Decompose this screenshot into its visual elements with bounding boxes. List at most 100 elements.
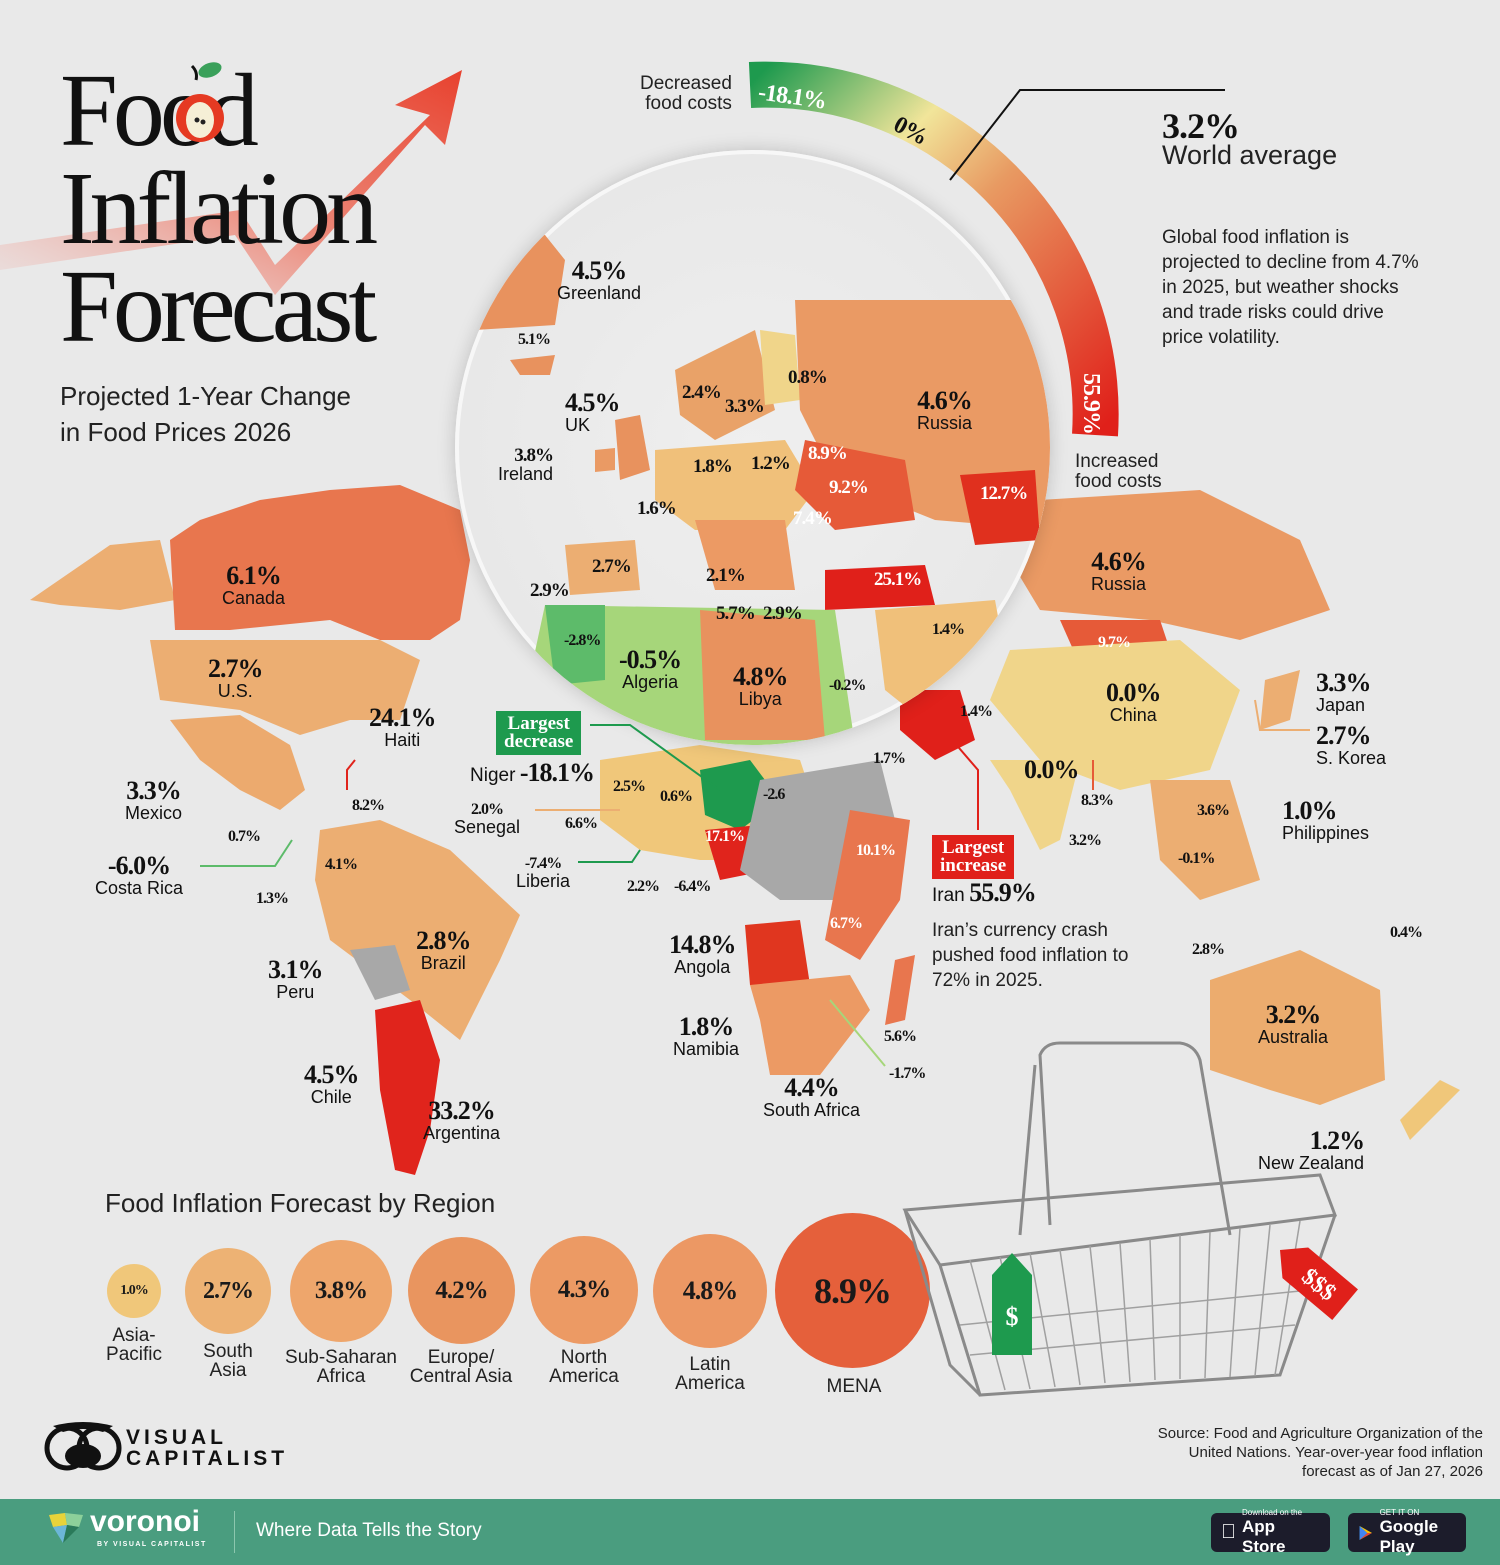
bubble-value: 8.9% [814,1270,892,1311]
color-scale-arc [748,61,1119,437]
decreased-label: Decreased food costs [640,74,732,114]
label-malta: 2.9% [763,603,803,624]
iran-shape [900,690,975,760]
google-play-button[interactable]: GET IT ON Google Play [1348,1508,1466,1556]
southern-africa-shape [750,975,870,1075]
bubble-label-south-asia: South Asia [188,1342,268,1380]
shopping-basket-icon: $ $$$ [902,1041,1358,1397]
uk-shape [615,415,650,480]
bubble-value: 4.3% [557,1276,611,1303]
world-average-leader-line [949,89,1225,181]
india-shape [990,760,1080,850]
world-average-value: 3.2% [1162,106,1240,146]
label-line1: Sub-Saharan [285,1347,397,1368]
largest-decrease-tag-line1: Largest [507,713,570,734]
apple-icon:  [1221,1521,1236,1544]
subtitle-line-1: Projected 1-Year Change [60,381,352,411]
bubble-label-asia-pacific: Asia- Pacific [94,1326,174,1364]
bubble-value: 1.0% [120,1283,148,1298]
australia-shape [1210,950,1385,1105]
label-morocco: -2.8% [564,632,601,649]
bubble-label-latin-america: Latin America [660,1355,760,1393]
niger-name: Niger [470,765,516,786]
source-note: Source: Food and Agriculture Organizatio… [1157,1425,1483,1480]
label-nigeria: 17.1% [705,828,745,845]
label-india: 0.0% [1024,755,1079,784]
bubble-label-north-america: North America [534,1348,634,1386]
label-zimbabwe: -1.7% [889,1065,926,1082]
bolivia-shape [350,945,410,1000]
increased-label: Increased food costs [1075,452,1162,492]
world-average-note: Global food inflation is projected to de… [1162,227,1419,348]
label-indonesia: 2.8% [1192,941,1225,958]
label-togo: -6.4% [674,878,711,895]
label-haiti: 24.1% Haiti [369,703,436,750]
bubble-sub-saharan-africa: 3.8% [290,1240,392,1342]
label-iceland: 5.1% [518,331,551,348]
label-kazakhstan: 12.7% [980,483,1028,504]
bubble-europe-central-asia: 4.2% [408,1237,515,1344]
label-tanzania: 6.7% [830,915,863,932]
world-map [30,485,1460,1175]
decreased-label-line2: food costs [645,93,732,114]
label-ukraine: 9.2% [829,477,869,498]
label-mexico: 3.3% Mexico [125,776,183,823]
label-japan: 3.3% Japan [1316,668,1371,715]
label-turkey: 25.1% [874,569,922,590]
label-iraq: 1.4% [932,621,965,638]
visual-capitalist-logo-icon [44,1422,122,1471]
page-title: Food Inflation Forecast [60,53,378,364]
label-png: 0.4% [1390,924,1423,941]
argentina-shape [375,1000,440,1175]
title-line-forecast: Forecast [60,249,377,364]
madagascar-shape [885,955,915,1025]
label-namibia: 1.8% Namibia [673,1012,740,1059]
label-spain: 2.7% [592,556,632,577]
largest-increase-tag-line2: increase [940,855,1007,876]
mexico-shape [170,715,305,810]
voronoi-brand: voronoi [90,1505,200,1538]
logo-line-2: CAPITALIST [126,1447,289,1470]
turkey-shape [825,565,935,610]
label-line2: America [549,1366,619,1387]
app-store-small: Download on the [1242,1508,1320,1517]
label-portugal: 2.9% [530,580,570,601]
bubble-label-europe-central-asia: Europe/Central Asia [396,1348,526,1386]
angola-shape [745,920,810,985]
eastern-europe-shape [795,440,915,530]
europe-inset-lens [455,150,1050,745]
label-brazil: 2.8% Brazil [416,926,471,973]
scandinavia-shape [675,330,775,440]
balkans-shape [695,520,795,590]
label-ethiopia: 10.1% [856,842,896,859]
niger-value: -18.1% [519,758,595,787]
europe-inset-map [475,230,1050,745]
label-egypt: -0.2% [829,677,866,694]
decreased-label-line1: Decreased [640,73,732,94]
title-line-food: Food [60,53,259,168]
label-s-korea: 2.7% S. Korea [1316,721,1387,768]
label-uk: 4.5% UK [565,388,620,435]
label-mauritania: 2.5% [613,778,646,795]
largest-increase-tag: Largest increase [932,835,1015,879]
bubble-asia-pacific: 1.0% [107,1264,161,1318]
label-line1: North [560,1347,608,1368]
app-store-big: App Store [1227,1517,1309,1556]
bubble-value: 2.7% [203,1277,254,1304]
china-shape [990,640,1240,790]
bubble-value: 4.8% [682,1276,738,1305]
ireland-shape [595,448,615,472]
leader-lines [200,699,1310,1067]
iceland-shape [510,355,555,375]
rising-arrow-icon [0,70,462,295]
app-store-text: Download on the App Store [1242,1508,1320,1557]
label-bangladesh: 8.3% [1081,792,1114,809]
green-price-tag [992,1253,1032,1355]
largest-increase-tag-line1: Largest [941,837,1005,858]
label-ecuador: 1.3% [256,890,289,907]
kazakhstan-shape [960,470,1040,545]
label-sri-lanka: 3.2% [1069,832,1102,849]
us-shape [150,640,420,735]
label-new-zealand: 1.2% New Zealand [1258,1126,1365,1173]
